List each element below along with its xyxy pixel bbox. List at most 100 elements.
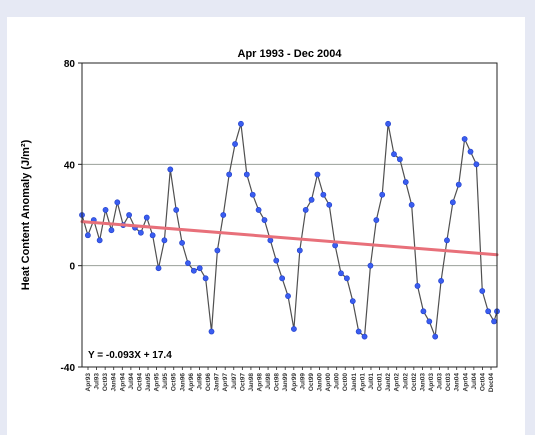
x-tick-label: Dec04 <box>488 373 495 393</box>
x-tick-label: Apr93 <box>85 373 92 392</box>
x-tick-label: Jan98 <box>248 373 255 392</box>
data-point <box>208 328 215 335</box>
data-point <box>385 120 391 127</box>
x-tick-label: Oct01 <box>377 373 384 391</box>
x-tick-label: Oct98 <box>274 373 281 391</box>
x-tick-label: Apr99 <box>291 373 298 392</box>
y-tick-label: -40 <box>61 363 76 374</box>
data-point <box>291 326 297 332</box>
x-tick-label: Jan95 <box>145 373 152 392</box>
data-point <box>320 191 327 198</box>
data-point <box>314 171 321 178</box>
data-point <box>379 191 386 198</box>
data-point <box>432 333 439 340</box>
data-point <box>467 148 474 155</box>
data-point <box>108 227 115 234</box>
data-point <box>149 232 156 239</box>
data-point <box>479 288 486 294</box>
data-point <box>161 237 168 244</box>
data-point <box>137 229 144 236</box>
data-point <box>249 191 256 198</box>
data-point <box>261 217 268 223</box>
x-tick-label: Jan04 <box>454 373 461 392</box>
data-point <box>332 242 339 249</box>
x-tick-label: Jan96 <box>179 373 186 392</box>
x-tick-label: Jul03 <box>437 373 444 390</box>
x-tick-label: Apr02 <box>394 373 401 392</box>
data-point <box>96 237 103 244</box>
data-point <box>391 151 397 158</box>
data-points-layer <box>79 120 500 340</box>
x-tick-label: Oct93 <box>102 373 109 391</box>
data-point <box>491 318 497 325</box>
x-tick-label: Jul98 <box>265 373 272 390</box>
data-point <box>402 179 409 185</box>
x-tick-label: Apr03 <box>428 373 435 392</box>
x-tick-label: Apr00 <box>325 373 332 392</box>
x-tick-label: Apr98 <box>256 373 263 392</box>
x-tick-label: Jul01 <box>368 373 375 390</box>
data-point <box>243 171 250 178</box>
data-point <box>226 171 233 178</box>
data-point <box>255 207 262 213</box>
grid-layer <box>82 163 497 267</box>
data-point <box>179 239 185 246</box>
data-point <box>420 308 427 315</box>
y-tick-label: 40 <box>64 160 76 171</box>
x-tick-label: Jan01 <box>351 373 358 392</box>
x-tick-label: Jan02 <box>385 373 392 392</box>
x-tick-label: Jan00 <box>317 373 324 392</box>
data-point <box>461 136 468 142</box>
data-point <box>214 247 221 254</box>
x-tick-label: Apr04 <box>462 373 469 392</box>
x-tick-label: Apr94 <box>119 373 126 392</box>
trend-line-layer <box>80 220 499 257</box>
data-point <box>143 214 150 221</box>
series-line-layer <box>81 123 498 338</box>
data-point <box>355 328 362 335</box>
data-point <box>114 199 121 206</box>
series-line <box>81 123 498 338</box>
data-point <box>361 333 368 340</box>
data-point <box>196 265 203 272</box>
x-tick-label: Jan97 <box>214 373 221 392</box>
data-point <box>296 247 303 254</box>
data-point <box>190 267 197 274</box>
data-point <box>308 196 315 203</box>
data-point <box>455 181 462 188</box>
data-point <box>126 212 132 218</box>
x-tick-label: Jan99 <box>282 373 289 392</box>
data-point <box>185 260 191 267</box>
data-point <box>220 212 227 218</box>
x-tick-label: Oct94 <box>136 373 143 391</box>
data-point <box>485 308 492 315</box>
x-tick-label: Jul95 <box>162 373 169 390</box>
x-tick-label: Jul97 <box>231 373 238 390</box>
data-point <box>349 298 356 305</box>
x-tick-label: Oct00 <box>342 373 349 391</box>
x-tick-label: Jul99 <box>299 373 306 390</box>
y-axis-label: Heat Content Anomaly (J/m²) <box>20 139 32 290</box>
data-point <box>408 201 415 208</box>
data-point <box>473 161 480 168</box>
x-tick-label: Jul04 <box>471 373 478 390</box>
x-tick-label: Apr95 <box>154 373 161 392</box>
data-point <box>438 277 444 284</box>
x-tick-label: Jul93 <box>94 373 101 390</box>
plot-frame <box>81 62 498 368</box>
data-point <box>232 141 238 147</box>
data-point <box>155 265 162 272</box>
data-point <box>167 166 174 173</box>
data-point <box>426 318 433 325</box>
data-point <box>414 283 421 289</box>
trend-equation: Y = -0.093X + 17.4 <box>88 350 172 361</box>
data-point <box>343 275 350 282</box>
data-point <box>449 199 456 206</box>
x-tick-label: Jan94 <box>111 373 118 392</box>
x-tick-label: Oct04 <box>479 373 486 391</box>
x-tick-label: Oct97 <box>239 373 246 391</box>
x-tick-label: Jul96 <box>196 373 203 390</box>
x-tick-label: Apr97 <box>222 373 229 392</box>
x-tick-label: Oct95 <box>171 373 178 391</box>
